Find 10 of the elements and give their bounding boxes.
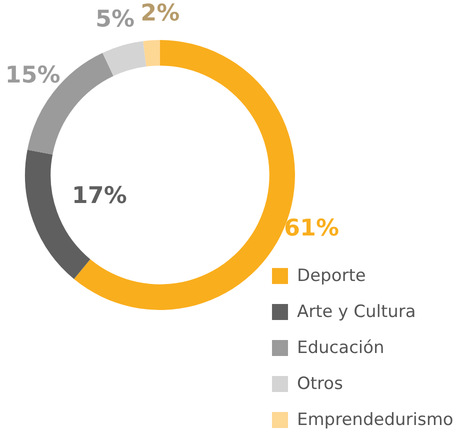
legend-label: Otros — [297, 374, 343, 394]
legend-label: Emprendedurismo — [297, 410, 454, 430]
legend-label: Educación — [297, 338, 384, 358]
legend-label: Arte y Cultura — [297, 302, 416, 322]
data-label: 17% — [72, 182, 127, 209]
data-label: 2% — [140, 0, 180, 26]
data-label: 15% — [5, 62, 60, 88]
legend-label: Deporte — [297, 266, 366, 286]
data-label: 5% — [96, 6, 135, 32]
data-label: 61% — [284, 216, 340, 242]
